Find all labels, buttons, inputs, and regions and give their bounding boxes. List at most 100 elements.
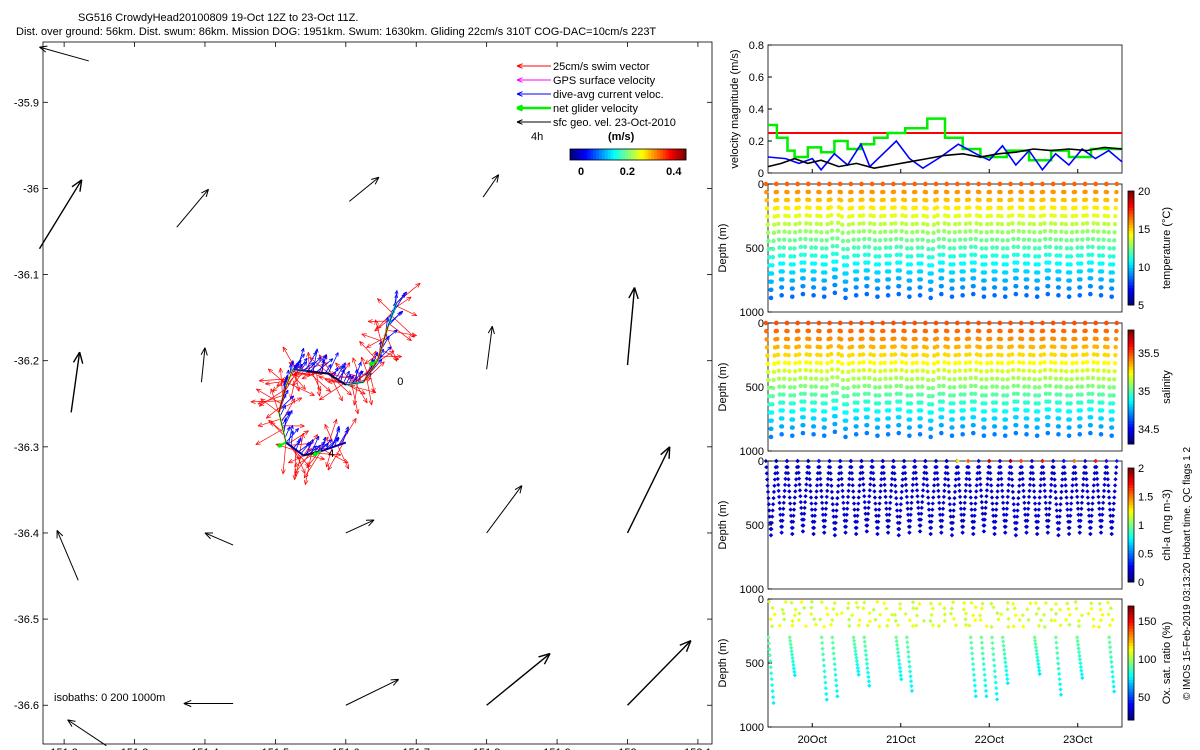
temp-point bbox=[898, 244, 904, 250]
sal-point bbox=[1021, 368, 1026, 373]
sal-point bbox=[819, 369, 824, 374]
temp-point bbox=[1046, 276, 1051, 281]
sal-point bbox=[891, 320, 896, 326]
sal-point bbox=[783, 352, 788, 358]
temp-point bbox=[814, 221, 820, 226]
temp-point bbox=[1006, 222, 1011, 227]
temp-point bbox=[1056, 277, 1062, 282]
map-y-tick-label: -36.2 bbox=[14, 356, 39, 368]
temp-point bbox=[924, 206, 929, 211]
temp-point bbox=[855, 253, 861, 258]
sal-point bbox=[908, 409, 913, 414]
temp-point bbox=[876, 262, 882, 267]
temp-point bbox=[935, 213, 940, 218]
sal-point bbox=[887, 400, 892, 405]
depth-colorbar-cell bbox=[1128, 559, 1134, 563]
temp-point bbox=[825, 213, 831, 219]
temp-point bbox=[839, 214, 845, 219]
temp-point bbox=[1048, 236, 1053, 242]
depth-colorbar-cell bbox=[1128, 299, 1134, 303]
temp-point bbox=[913, 197, 918, 203]
temp-point bbox=[1095, 213, 1100, 219]
temp-point bbox=[813, 253, 818, 258]
depth-colorbar-tick-label: 0.5 bbox=[1138, 549, 1153, 561]
temp-point bbox=[936, 228, 941, 234]
chla-point bbox=[833, 520, 838, 525]
sal-point bbox=[877, 385, 882, 390]
oxygen-colorbar-cell bbox=[1128, 620, 1134, 624]
chla-point bbox=[966, 458, 971, 464]
chla-point bbox=[948, 514, 953, 519]
sal-point bbox=[823, 409, 828, 414]
temp-point bbox=[772, 222, 777, 227]
temp-point bbox=[940, 268, 945, 273]
swim-vector bbox=[345, 384, 377, 394]
depth-colorbar-cell bbox=[1128, 375, 1134, 379]
oxygen-point bbox=[898, 606, 903, 611]
chla-point bbox=[925, 483, 930, 488]
sal-point bbox=[987, 320, 992, 326]
sal-point bbox=[939, 423, 944, 428]
sal-point bbox=[914, 352, 919, 358]
sal-point bbox=[1014, 423, 1019, 428]
chla-point bbox=[960, 524, 966, 529]
sal-point bbox=[1099, 408, 1105, 413]
legend-label: dive-avg current veloc. bbox=[553, 89, 664, 101]
swim-vector bbox=[299, 432, 305, 453]
temp-point bbox=[1053, 237, 1059, 242]
chla-point bbox=[903, 476, 908, 482]
sal-point bbox=[812, 408, 817, 413]
net-velocity-vector bbox=[312, 450, 322, 457]
sal-point bbox=[1035, 425, 1040, 430]
temp-point bbox=[791, 262, 796, 267]
temp-point bbox=[953, 222, 958, 227]
oxygen-point bbox=[1006, 616, 1011, 622]
temp-point bbox=[992, 293, 997, 298]
chla-point bbox=[1000, 488, 1005, 493]
temp-point bbox=[833, 275, 838, 280]
sal-point bbox=[1017, 352, 1022, 357]
oxygen-point bbox=[851, 638, 857, 643]
oxygen-point bbox=[1080, 675, 1085, 681]
chla-point bbox=[1029, 458, 1035, 464]
temp-point bbox=[952, 230, 958, 235]
temp-point bbox=[925, 230, 930, 236]
sal-point bbox=[813, 376, 819, 381]
chla-point bbox=[819, 494, 824, 499]
dac-vector bbox=[341, 426, 349, 444]
temp-point bbox=[779, 293, 784, 298]
depth-colorbar-cell bbox=[1128, 502, 1134, 506]
temp-point bbox=[790, 294, 795, 299]
chla-point bbox=[1101, 494, 1106, 499]
depth-colorbar-cell bbox=[1128, 282, 1134, 286]
temp-point bbox=[1075, 245, 1080, 250]
temp-point bbox=[1013, 291, 1019, 297]
chla-point bbox=[959, 512, 964, 517]
depth-colorbar-cell bbox=[1128, 358, 1134, 362]
oxygen-point bbox=[1057, 682, 1063, 687]
oxygen-point bbox=[833, 672, 838, 678]
chla-point bbox=[785, 471, 791, 476]
chla-point bbox=[772, 477, 777, 482]
sal-point bbox=[972, 399, 977, 404]
chart-title: SG516 CrowdyHead20100809 19-Oct 12Z to 2… bbox=[78, 12, 358, 24]
sal-point bbox=[870, 336, 876, 342]
chla-point bbox=[1047, 506, 1052, 511]
temp-point bbox=[793, 213, 799, 219]
sal-point bbox=[1073, 352, 1079, 358]
sal-point bbox=[1022, 384, 1027, 389]
depth-colorbar-cell bbox=[1128, 426, 1134, 431]
chla-point bbox=[833, 526, 838, 532]
sal-point bbox=[797, 367, 803, 373]
chla-point bbox=[850, 477, 855, 482]
sal-point bbox=[828, 336, 833, 341]
chla-point bbox=[1064, 495, 1069, 500]
sal-point bbox=[920, 384, 925, 389]
chla-point bbox=[966, 471, 972, 476]
temp-point bbox=[910, 230, 915, 235]
chla-point bbox=[823, 506, 829, 511]
oxygen-colorbar-cell bbox=[1128, 645, 1134, 650]
temp-point bbox=[923, 189, 929, 195]
oxygen-point bbox=[930, 623, 936, 628]
temp-point bbox=[983, 246, 989, 251]
